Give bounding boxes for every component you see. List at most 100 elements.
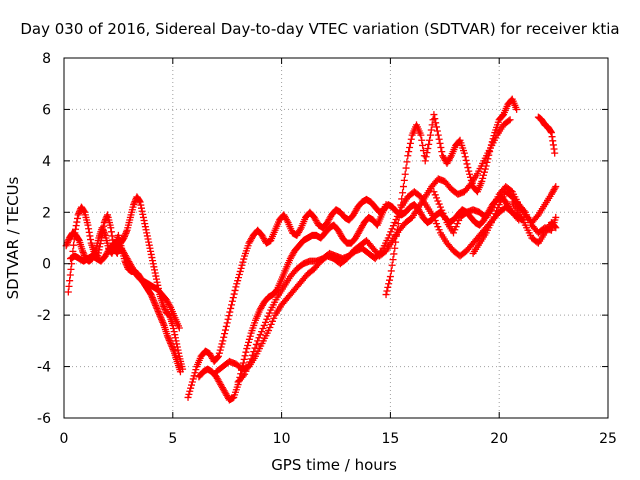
- data-point: [265, 309, 273, 317]
- data-point: [260, 321, 268, 329]
- data-point: [66, 271, 74, 279]
- data-point: [270, 314, 278, 322]
- data-point: [235, 274, 243, 282]
- series-track-c: [67, 239, 183, 332]
- data-point: [430, 213, 438, 221]
- data-point: [513, 214, 521, 222]
- data-point: [427, 126, 435, 134]
- data-point: [219, 337, 227, 345]
- data-point: [483, 158, 491, 166]
- data-point: [154, 308, 162, 316]
- data-point: [263, 315, 271, 323]
- data-point: [231, 286, 239, 294]
- data-point: [396, 207, 404, 215]
- data-point: [156, 311, 164, 319]
- data-point: [67, 265, 75, 273]
- data-point: [223, 319, 231, 327]
- data-point: [152, 301, 160, 309]
- data-point: [65, 282, 73, 290]
- data-point: [465, 167, 473, 175]
- data-point: [122, 228, 130, 236]
- data-point: [399, 183, 407, 191]
- data-point: [141, 220, 149, 228]
- data-point: [552, 213, 560, 221]
- data-point: [490, 132, 498, 140]
- data-point: [240, 355, 248, 363]
- data-point: [152, 272, 160, 280]
- data-point: [430, 188, 438, 196]
- data-point: [435, 226, 443, 234]
- data-point: [386, 231, 394, 239]
- data-point: [107, 228, 115, 236]
- y-tick-label: 8: [42, 51, 51, 67]
- data-point: [402, 164, 410, 172]
- data-point: [137, 201, 145, 209]
- data-point: [431, 115, 439, 123]
- data-point: [225, 312, 233, 320]
- data-point: [407, 135, 415, 143]
- data-point: [480, 168, 488, 176]
- data-point: [386, 273, 394, 281]
- data-point: [239, 258, 247, 266]
- data-point: [139, 210, 147, 218]
- data-point: [250, 348, 258, 356]
- series-track-i: [534, 113, 559, 157]
- data-point: [549, 141, 557, 149]
- data-point: [161, 305, 169, 313]
- data-point: [239, 372, 247, 380]
- data-point: [432, 119, 440, 127]
- data-point: [251, 344, 259, 352]
- data-point: [245, 361, 253, 369]
- data-point: [228, 301, 236, 309]
- data-point: [98, 224, 106, 232]
- data-point: [121, 231, 129, 239]
- data-point: [422, 153, 430, 161]
- data-point: [86, 232, 94, 240]
- data-point: [400, 176, 408, 184]
- data-point: [137, 204, 145, 212]
- data-point: [224, 315, 232, 323]
- data-point: [431, 191, 439, 199]
- data-point: [461, 153, 469, 161]
- data-point: [426, 136, 434, 144]
- data-point: [138, 207, 146, 215]
- data-point: [154, 306, 162, 314]
- data-point: [550, 145, 558, 153]
- data-point: [143, 232, 151, 240]
- data-point: [390, 250, 398, 258]
- data-point: [434, 197, 442, 205]
- data-point: [460, 149, 468, 157]
- data-point: [425, 140, 433, 148]
- data-point: [163, 332, 171, 340]
- x-tick-label: 5: [168, 431, 177, 447]
- data-point: [216, 346, 224, 354]
- data-point: [455, 217, 463, 225]
- data-point: [451, 226, 459, 234]
- data-point: [467, 176, 475, 184]
- data-point: [80, 250, 88, 258]
- data-point: [265, 327, 273, 335]
- data-point: [433, 127, 441, 135]
- data-point: [244, 341, 252, 349]
- data-point: [149, 257, 157, 265]
- data-point: [386, 276, 394, 284]
- data-point: [139, 213, 147, 221]
- data-point: [99, 225, 107, 233]
- y-tick-label: 4: [42, 154, 51, 170]
- data-point: [259, 325, 267, 333]
- data-point: [70, 241, 78, 249]
- data-point: [388, 261, 396, 269]
- data-point: [453, 220, 461, 228]
- data-point: [505, 117, 513, 125]
- data-point: [393, 226, 401, 234]
- x-tick-label: 0: [60, 431, 69, 447]
- y-tick-label: 0: [42, 257, 51, 273]
- data-point: [442, 215, 450, 223]
- data-point: [392, 232, 400, 240]
- data-point: [165, 336, 173, 344]
- data-point: [418, 136, 426, 144]
- data-point: [431, 217, 439, 225]
- data-point: [80, 207, 88, 215]
- data-point: [462, 156, 470, 164]
- data-point: [245, 335, 253, 343]
